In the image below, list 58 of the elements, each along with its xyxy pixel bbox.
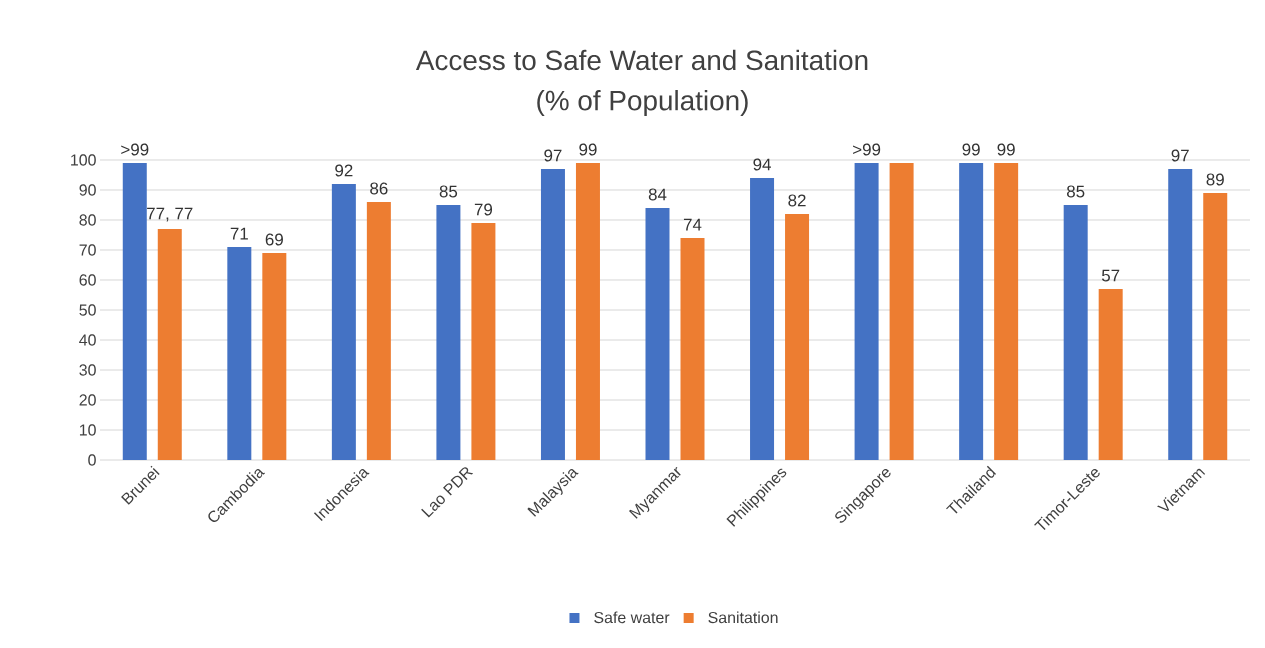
- y-tick-label: 90: [79, 184, 96, 196]
- bar: [366, 202, 391, 460]
- data-label: 92: [335, 164, 353, 177]
- legend-label: Safe water: [594, 611, 670, 624]
- data-label: 84: [648, 188, 667, 201]
- bar: [959, 163, 984, 460]
- bar: [122, 163, 147, 460]
- y-tick-label: 70: [79, 244, 96, 256]
- bar: [680, 238, 705, 460]
- bar: [854, 163, 879, 460]
- bar: [750, 178, 775, 460]
- data-label: 94: [753, 158, 771, 171]
- bar: [1063, 205, 1088, 460]
- data-label: 99: [997, 143, 1015, 156]
- y-tick-label: 100: [71, 154, 96, 166]
- legend-label: Sanitation: [708, 611, 778, 624]
- bar: [471, 223, 496, 460]
- data-label: 74: [683, 218, 702, 231]
- chart-title: Access to Safe Water and Sanitation: [415, 49, 868, 71]
- data-label: >99: [853, 143, 881, 156]
- data-label: 57: [1101, 269, 1120, 282]
- data-label: 97: [544, 149, 562, 162]
- data-label: 85: [1067, 185, 1085, 198]
- data-label: 99: [962, 143, 980, 156]
- y-tick-label: 20: [79, 394, 96, 406]
- y-tick-label: 80: [79, 214, 96, 226]
- bar: [1203, 193, 1228, 460]
- bar: [785, 214, 810, 460]
- y-tick-label: 30: [79, 364, 96, 376]
- y-tick-label: 50: [79, 304, 96, 316]
- y-tick-label: 0: [88, 454, 96, 466]
- data-label: 89: [1206, 173, 1224, 186]
- bar: [436, 205, 461, 460]
- bar: [994, 163, 1019, 460]
- chart-subtitle: (% of Population): [537, 90, 748, 116]
- data-label: 97: [1171, 149, 1189, 162]
- bar: [575, 163, 600, 460]
- data-label: 79: [474, 203, 493, 216]
- y-tick-label: 10: [79, 424, 96, 436]
- y-tick-label: 60: [79, 274, 96, 286]
- data-label: 69: [265, 233, 283, 246]
- data-label: >99: [121, 143, 149, 156]
- data-label: 99: [579, 143, 597, 156]
- bar: [331, 184, 356, 460]
- bar: [1168, 169, 1193, 460]
- y-tick-label: 40: [79, 334, 96, 346]
- bar: [889, 163, 914, 460]
- data-label: 86: [370, 182, 388, 195]
- data-label: 85: [439, 185, 458, 198]
- bar: [645, 208, 670, 460]
- bar: [540, 169, 565, 460]
- bar: [1098, 289, 1123, 460]
- bar: [262, 253, 287, 460]
- bar: [227, 247, 252, 460]
- data-label: 71: [230, 227, 248, 240]
- bar: [157, 229, 182, 460]
- data-label: 77, 77: [147, 207, 193, 222]
- data-label: 82: [788, 194, 806, 207]
